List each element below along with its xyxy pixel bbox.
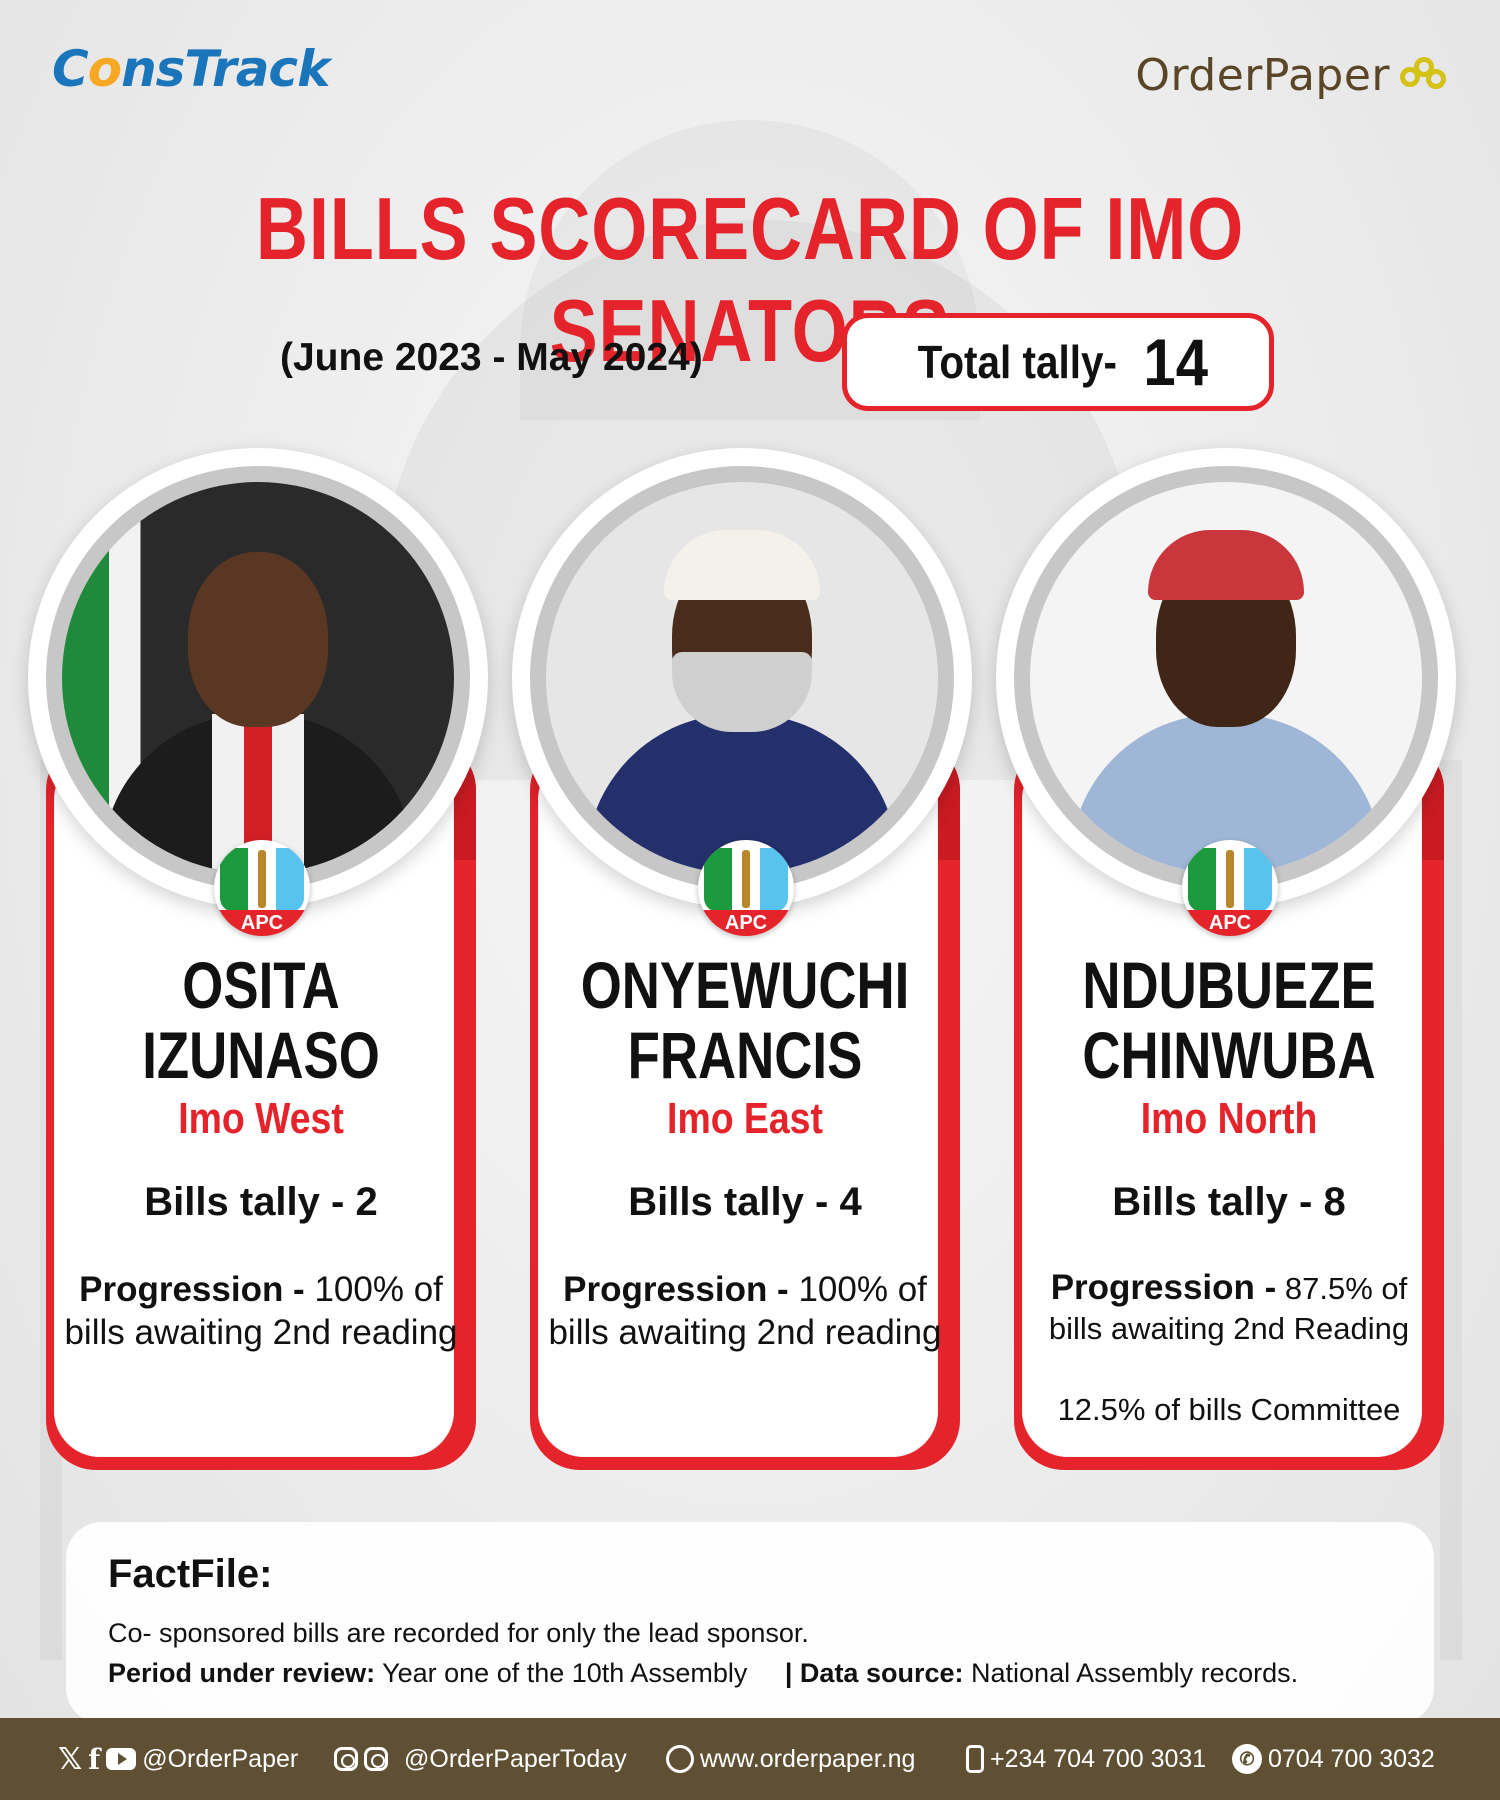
bills-tally: Bills tally - 4	[628, 1180, 862, 1224]
photo-ring-inner	[1014, 466, 1438, 890]
progression-value: 87.5% of bills awaiting 2nd Reading	[1048, 1271, 1410, 1346]
senator-name: ONYEWUCHI FRANCIS	[573, 950, 917, 1090]
bills-tally: Bills tally - 2	[144, 1180, 378, 1224]
footer-phone[interactable]: +234 704 700 3031	[966, 1718, 1206, 1800]
photo-beard	[672, 652, 812, 732]
senator-photo	[62, 482, 454, 874]
senator-photo	[1030, 482, 1422, 874]
progression-committee: 12.5% of bills Committee	[1057, 1392, 1401, 1427]
progression-label: Progression -	[79, 1270, 305, 1309]
constrack-logo: ConsTrack	[52, 40, 330, 98]
factfile-panel: FactFile: Co- sponsored bills are record…	[66, 1522, 1434, 1724]
senator-last-name: FRANCIS	[627, 1018, 863, 1092]
photo-ring-inner	[46, 466, 470, 890]
footer-social-orderpapertoday[interactable]: @OrderPaperToday	[334, 1718, 627, 1800]
bills-tally: Bills tally - 8	[1112, 1180, 1346, 1224]
instagram-icon	[364, 1747, 388, 1771]
period-range: (June 2023 - May 2024)	[280, 336, 703, 379]
senator-last-name: CHINWUBA	[1082, 1018, 1376, 1092]
footer-bar: 𝕏 f @OrderPaper @OrderPaperToday www.ord…	[0, 1718, 1500, 1800]
footer-social-orderpaper[interactable]: 𝕏 f @OrderPaper	[58, 1718, 298, 1800]
orderpaper-logo-icon	[1396, 55, 1448, 97]
senator-photo-frame	[996, 448, 1456, 908]
senator-last-name: IZUNASO	[142, 1018, 380, 1092]
factfile-title: FactFile:	[108, 1552, 273, 1596]
progression-label: Progression -	[1050, 1268, 1277, 1307]
apc-party-logo: APC	[1182, 840, 1278, 936]
senator-district: Imo North	[1140, 1094, 1318, 1143]
factfile-details: Period under review: Year one of the 10t…	[108, 1658, 1298, 1689]
apc-label: APC	[698, 910, 794, 936]
footer-website[interactable]: www.orderpaper.ng	[666, 1718, 915, 1800]
photo-ring-inner	[530, 466, 954, 890]
data-source-value: National Assembly records.	[971, 1658, 1299, 1688]
senator-name: NDUBUEZE CHINWUBA	[1057, 950, 1401, 1090]
phone-number: +234 704 700 3031	[990, 1744, 1207, 1773]
apc-label: APC	[214, 910, 310, 936]
orderpaper-logo: OrderPaper	[1135, 50, 1448, 101]
social-handle: @OrderPaper	[142, 1744, 299, 1773]
phone-icon	[966, 1745, 984, 1773]
progression-label: Progression -	[563, 1270, 789, 1309]
senator-first-name: ONYEWUCHI	[580, 948, 910, 1022]
photo-head	[188, 552, 328, 727]
facebook-icon: f	[88, 1742, 101, 1776]
footer-whatsapp[interactable]: ✆ 0704 700 3032	[1232, 1718, 1435, 1800]
youtube-icon	[106, 1748, 137, 1770]
whatsapp-icon: ✆	[1232, 1744, 1262, 1774]
apc-label: APC	[1182, 910, 1278, 936]
senator-district: Imo East	[667, 1094, 823, 1143]
senator-name: OSITA IZUNASO	[89, 950, 433, 1090]
apc-party-logo: APC	[698, 840, 794, 936]
photo-cap	[1148, 530, 1304, 600]
progression-value: 100% of bills awaiting 2nd reading	[548, 1270, 942, 1352]
senator-first-name: OSITA	[182, 948, 340, 1022]
x-icon: 𝕏	[58, 1741, 83, 1777]
progression-text: Progression - 100% of bills awaiting 2nd…	[545, 1268, 945, 1354]
factfile-note: Co- sponsored bills are recorded for onl…	[108, 1618, 809, 1648]
senator-photo-frame	[512, 448, 972, 908]
senator-photo	[546, 482, 938, 874]
senator-first-name: NDUBUEZE	[1082, 948, 1376, 1022]
website-url: www.orderpaper.ng	[700, 1744, 916, 1773]
senator-photo-frame	[28, 448, 488, 908]
data-source-label: | Data source:	[784, 1658, 964, 1688]
progression-text: Progression - 100% of bills awaiting 2nd…	[61, 1268, 461, 1354]
apc-party-logo: APC	[214, 840, 310, 936]
period-review-label: Period under review:	[108, 1658, 376, 1688]
photo-cap	[664, 530, 820, 600]
social-handle: @OrderPaperToday	[404, 1744, 627, 1773]
total-tally-badge: Total tally- 14	[842, 313, 1274, 411]
progression-text: Progression - 87.5% of bills awaiting 2n…	[1029, 1268, 1429, 1349]
globe-icon	[666, 1745, 694, 1773]
threads-icon	[334, 1747, 358, 1771]
senator-district: Imo West	[178, 1094, 344, 1143]
total-tally-label: Total tally-	[917, 336, 1117, 388]
whatsapp-number: 0704 700 3032	[1268, 1744, 1435, 1773]
total-tally-value: 14	[1142, 325, 1208, 399]
orderpaper-logo-text: OrderPaper	[1135, 50, 1390, 101]
progression-value: 100% of bills awaiting 2nd reading	[64, 1270, 458, 1352]
period-review-value: Year one of the 10th Assembly	[382, 1658, 748, 1688]
